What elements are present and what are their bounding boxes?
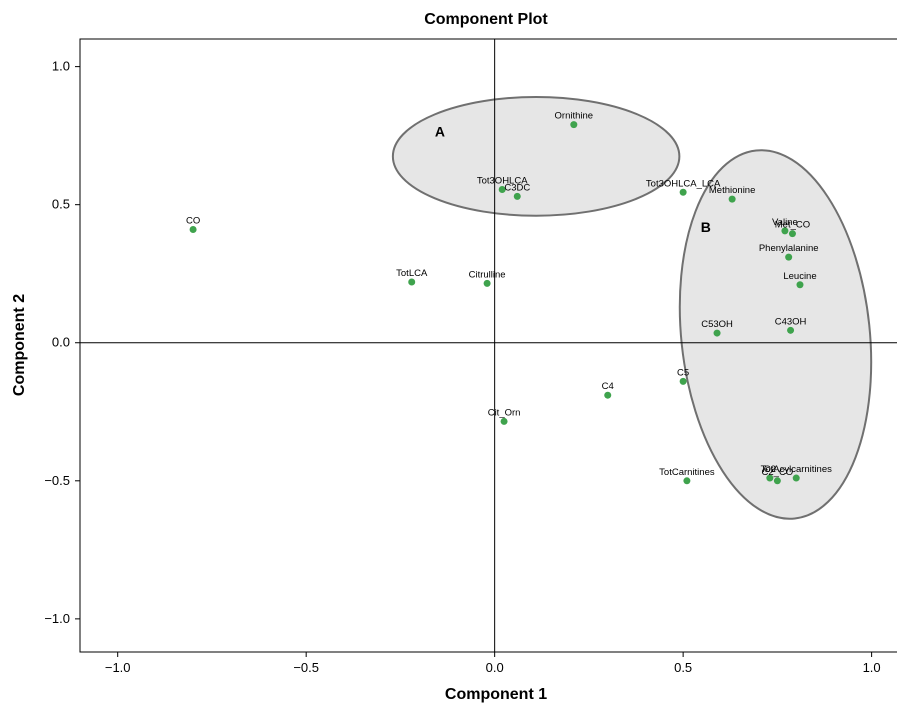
data-point-c3dc xyxy=(513,192,521,200)
chart-title: Component Plot xyxy=(424,11,548,28)
data-point-ornithine xyxy=(570,121,578,129)
data-point-totcarnitines xyxy=(683,477,691,485)
point-label-c2: C2 xyxy=(764,464,776,475)
group-ellipses-layer xyxy=(391,95,873,520)
data-point-leucine xyxy=(796,281,804,289)
data-point-phenylalanine xyxy=(785,253,793,261)
y-tick-label: −1.0 xyxy=(44,611,70,626)
data-point-c2 xyxy=(766,474,774,482)
axis-ticks: −1.0 −0.5 0.0 0.5 1.0 −1.0 −0.5 0.0 0.5 1.0 xyxy=(44,59,880,675)
data-point-tot3ohlca xyxy=(498,185,506,193)
point-label-c2-co: C2_CO xyxy=(762,467,794,478)
data-point-methionine xyxy=(728,195,736,203)
data-point-totacylcarnitines xyxy=(792,474,800,482)
point-label-tot3ohlca-lca: Tot3OHLCA_LCA xyxy=(646,178,721,189)
data-point-c4 xyxy=(604,391,612,399)
y-tick-label: 0.0 xyxy=(52,335,70,350)
data-point-met-co xyxy=(788,230,796,238)
point-label-c4: C4 xyxy=(602,381,614,392)
data-point-c2-co xyxy=(773,477,781,485)
data-point-tot3ohlca-lca xyxy=(679,188,687,196)
point-label-phenylalanine: Phenylalanine xyxy=(759,243,819,254)
point-label-c53oh: C53OH xyxy=(701,319,733,330)
point-label-valine: Valine xyxy=(772,217,798,228)
point-label-cit-orn: Cit_Orn xyxy=(488,407,521,418)
point-label-totlca: TotLCA xyxy=(396,268,428,279)
point-label-totacylcarnitines: TotAcylcarnitines xyxy=(761,464,833,475)
group-label-b: B xyxy=(701,219,711,235)
point-label-leucine: Leucine xyxy=(783,271,816,282)
y-tick-label: 0.5 xyxy=(52,197,70,212)
point-label-co: CO xyxy=(186,216,200,227)
data-point-c53oh xyxy=(713,329,721,337)
data-point-co xyxy=(189,226,197,234)
x-tick-label: 0.0 xyxy=(486,660,504,675)
point-label-c43oh: C43OH xyxy=(775,316,807,327)
group-ellipse-a xyxy=(391,95,681,217)
point-label-tot3ohlca: Tot3OHLCA xyxy=(477,175,528,186)
group-ellipse-b xyxy=(678,149,873,520)
point-label-totcarnitines: TotCarnitines xyxy=(659,467,715,478)
x-tick-label: −1.0 xyxy=(105,660,131,675)
reference-lines xyxy=(80,39,897,652)
point-label-c3dc: C3DC xyxy=(504,182,530,193)
data-point-valine xyxy=(781,227,789,235)
data-point-c43oh xyxy=(787,326,795,334)
point-label-met-co: Met_CO xyxy=(775,220,810,231)
group-labels: AB xyxy=(435,124,711,235)
x-tick-label: 0.5 xyxy=(674,660,692,675)
y-tick-label: −0.5 xyxy=(44,473,70,488)
plot-area-frame xyxy=(79,38,897,653)
group-label-a: A xyxy=(435,124,445,140)
data-point-citrulline xyxy=(483,279,491,287)
data-point-totlca xyxy=(408,278,416,286)
point-label-ornithine: Ornithine xyxy=(555,111,594,122)
x-tick-label: 1.0 xyxy=(863,660,881,675)
point-label-c5: C5 xyxy=(677,367,689,378)
y-tick-label: 1.0 xyxy=(52,59,70,74)
data-point-cit-orn xyxy=(500,417,508,425)
x-axis-label: Component 1 xyxy=(445,686,547,703)
data-point-c5 xyxy=(679,377,687,385)
point-label-methionine: Methionine xyxy=(709,185,755,196)
y-axis-label: Component 2 xyxy=(11,294,28,396)
point-label-citrulline: Citrulline xyxy=(469,269,506,280)
x-tick-label: −0.5 xyxy=(293,660,319,675)
